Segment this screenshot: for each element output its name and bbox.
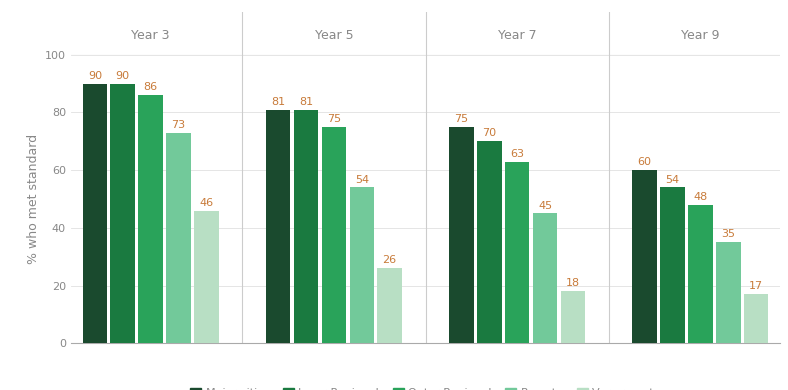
Text: Year 3: Year 3 xyxy=(132,29,170,42)
Text: Year 5: Year 5 xyxy=(314,29,353,42)
Text: 46: 46 xyxy=(199,198,214,207)
Bar xyxy=(350,188,374,343)
Bar xyxy=(561,291,585,343)
Bar xyxy=(110,83,135,343)
Bar xyxy=(716,242,741,343)
Text: 73: 73 xyxy=(172,120,185,130)
Legend: Major cities, Inner Regional, Outer Regional, Remote, Very remote: Major cities, Inner Regional, Outer Regi… xyxy=(186,383,665,390)
Text: 86: 86 xyxy=(143,82,158,92)
Text: 60: 60 xyxy=(637,157,652,167)
Bar xyxy=(377,268,402,343)
Text: 81: 81 xyxy=(271,97,285,107)
Bar xyxy=(449,127,474,343)
Text: 63: 63 xyxy=(510,149,524,159)
Bar xyxy=(139,95,163,343)
Bar xyxy=(83,83,107,343)
Text: 48: 48 xyxy=(693,192,708,202)
Bar xyxy=(322,127,346,343)
Text: Year 7: Year 7 xyxy=(498,29,537,42)
Bar xyxy=(477,141,501,343)
Bar xyxy=(533,213,557,343)
Text: 81: 81 xyxy=(299,97,313,107)
Text: 54: 54 xyxy=(666,175,679,184)
Bar xyxy=(266,110,290,343)
Text: Year 9: Year 9 xyxy=(681,29,719,42)
Text: 75: 75 xyxy=(327,114,341,124)
Y-axis label: % who met standard: % who met standard xyxy=(27,134,39,264)
Text: 90: 90 xyxy=(87,71,102,81)
Bar xyxy=(166,133,191,343)
Text: 17: 17 xyxy=(749,281,764,291)
Bar xyxy=(633,170,657,343)
Text: 45: 45 xyxy=(538,200,552,211)
Text: 90: 90 xyxy=(116,71,130,81)
Bar xyxy=(688,205,712,343)
Text: 54: 54 xyxy=(355,175,369,184)
Text: 35: 35 xyxy=(721,229,735,239)
Text: 70: 70 xyxy=(482,128,496,138)
Text: 18: 18 xyxy=(566,278,580,288)
Text: 26: 26 xyxy=(383,255,396,265)
Text: 75: 75 xyxy=(455,114,468,124)
Bar xyxy=(294,110,318,343)
Bar xyxy=(660,188,685,343)
Bar xyxy=(505,161,530,343)
Bar xyxy=(744,294,768,343)
Bar xyxy=(194,211,218,343)
